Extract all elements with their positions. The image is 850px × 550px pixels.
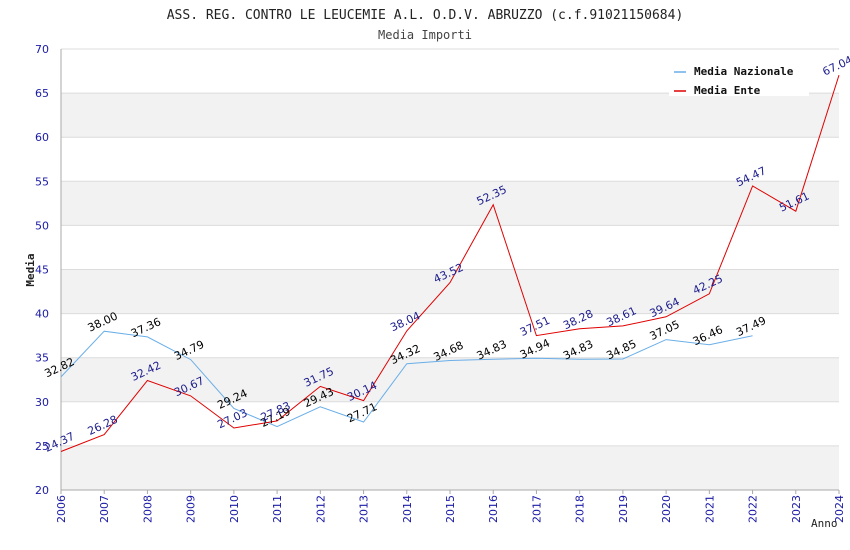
series-line-0 (60, 330, 753, 428)
y-tick-label: 55 (35, 175, 49, 188)
plot-band (61, 357, 839, 402)
x-tick-label: 2013 (358, 495, 371, 523)
y-tick-label: 50 (35, 219, 49, 232)
y-tick-label: 30 (35, 396, 49, 409)
y-tick-label: 70 (35, 43, 49, 56)
x-tick-label: 2022 (747, 495, 760, 523)
y-tick-labels: 20 25 30 35 40 45 50 55 60 65 70 (35, 43, 49, 497)
legend-label-ente: Media Ente (694, 84, 761, 97)
y-tick-label: 25 (35, 440, 49, 453)
y-tick-label: 65 (35, 87, 49, 100)
legend-label-nazionale: Media Nazionale (694, 65, 794, 78)
x-tick-label: 2016 (487, 495, 500, 523)
x-tick-label: 2020 (660, 495, 673, 523)
plot-bands (61, 93, 839, 490)
x-tick-label: 2006 (55, 495, 68, 523)
x-tick-label: 2021 (703, 495, 716, 523)
x-tick-label: 2015 (444, 495, 457, 523)
plot-band (61, 269, 839, 314)
x-tick-label: 2010 (228, 495, 241, 523)
x-tick-label: 2009 (185, 495, 198, 523)
y-tick-label: 20 (35, 484, 49, 497)
x-tick-label: 2012 (314, 495, 327, 523)
chart-title: ASS. REG. CONTRO LE LEUCEMIE A.L. O.D.V.… (167, 8, 684, 23)
x-tick-label: 2007 (98, 495, 111, 523)
x-tick-label: 2018 (574, 495, 587, 523)
x-tick-label: 2019 (617, 495, 630, 523)
plot-band (61, 93, 839, 138)
y-tick-label: 35 (35, 352, 49, 365)
x-tick-labels: 2006 2007 2008 2009 2010 2011 2012 2013 2014 2015… (55, 495, 846, 523)
y-tick-label: 60 (35, 131, 49, 144)
legend: Media Nazionale Media Ente (669, 60, 809, 97)
legend-box (669, 60, 809, 96)
x-tick-label: 2024 (833, 495, 846, 523)
x-tick-label: 2017 (530, 495, 543, 523)
plot-band (61, 181, 839, 226)
series-lines (60, 74, 840, 452)
y-axis-label: Media (24, 253, 37, 286)
y-tick-label: 40 (35, 308, 49, 321)
x-tick-label: 2023 (790, 495, 803, 523)
plot-band (61, 445, 839, 490)
x-tick-label: 2014 (401, 495, 414, 523)
x-tick-label: 2011 (271, 495, 284, 523)
y-tick-label: 45 (35, 264, 49, 277)
series-line-1 (60, 74, 840, 452)
x-axis-label: Anno (811, 517, 838, 530)
chart-subtitle: Media Importi (378, 28, 472, 42)
x-tick-label: 2008 (141, 495, 154, 523)
axes (60, 49, 840, 494)
